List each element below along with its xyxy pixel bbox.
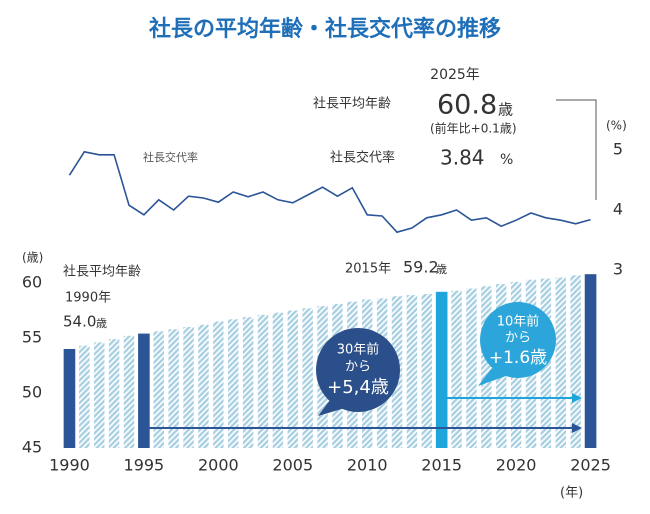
- bar: [228, 319, 239, 448]
- y-tick-label: 50: [22, 383, 42, 402]
- y-unit: (歳): [22, 251, 43, 265]
- first-age-unit: 歳: [96, 317, 107, 330]
- bar: [153, 331, 164, 448]
- callout-text: +5,4歳: [327, 377, 389, 398]
- highlight-bar: [63, 349, 76, 448]
- highlight-bar: [435, 291, 448, 448]
- rate-series-label: 社長交代率: [143, 150, 198, 164]
- callout-10y: [480, 302, 556, 378]
- arrow-head: [572, 393, 582, 403]
- callout-text: +1.6歳: [489, 348, 547, 368]
- callout-30y: [316, 328, 400, 412]
- x-tick-label: 1995: [124, 456, 165, 475]
- callout-text: から: [345, 360, 371, 375]
- bar: [198, 324, 209, 448]
- arrow-head: [572, 423, 582, 433]
- y2-tick-label: 3: [613, 260, 623, 279]
- bar: [94, 342, 105, 448]
- bar: [168, 329, 179, 448]
- rate-line: [68, 150, 591, 234]
- bar: [287, 310, 298, 448]
- x-tick-label: 2010: [347, 456, 388, 475]
- chart-title: 社長の平均年齢・社長交代率の推移: [149, 16, 501, 42]
- bar: [302, 308, 313, 448]
- x-tick-label: 2000: [198, 456, 239, 475]
- latest-rate-unit: %: [500, 152, 513, 168]
- first-age: 54.0: [63, 313, 96, 331]
- highlight-bar: [584, 274, 597, 448]
- bar: [451, 290, 462, 448]
- latest-year: 2025年: [430, 67, 480, 83]
- bar: [123, 335, 135, 448]
- latest-age-unit: 歳: [498, 101, 513, 119]
- x-tick-label: 2025: [570, 456, 611, 475]
- bar: [481, 286, 492, 448]
- age-series-label: 社長平均年齢: [63, 264, 141, 280]
- y-tick-label: 60: [22, 273, 42, 292]
- latest-rate: 3.84: [440, 146, 485, 170]
- latest-age: 60.8: [437, 90, 497, 121]
- mid-age: 59.2: [403, 258, 439, 277]
- x-tick-label: 1990: [49, 456, 90, 475]
- bar: [421, 294, 432, 448]
- y2-tick-label: 4: [613, 200, 623, 219]
- bar: [257, 314, 269, 448]
- bar: [466, 288, 477, 448]
- latest-age-change: (前年比+0.1歳): [430, 121, 517, 136]
- bar: [406, 295, 418, 448]
- bar: [79, 345, 90, 448]
- x-tick-label: 2020: [496, 456, 537, 475]
- x-tick-label: 2005: [272, 456, 313, 475]
- y2-unit: (%): [606, 119, 627, 133]
- first-year: 1990年: [65, 291, 111, 306]
- bar: [570, 275, 581, 448]
- callout-text: から: [505, 331, 531, 346]
- y-tick-label: 55: [22, 328, 42, 347]
- callout-text: 10年前: [497, 314, 540, 330]
- bar: [272, 312, 284, 448]
- y2-tick-label: 5: [613, 140, 623, 159]
- mid-year: 2015年: [345, 262, 391, 277]
- bar: [213, 321, 224, 448]
- callout-tail: [318, 400, 345, 416]
- callout-text: 30年前: [337, 342, 380, 358]
- bar: [555, 277, 566, 448]
- header-rate-label: 社長交代率: [330, 150, 395, 166]
- bar: [183, 327, 194, 448]
- header-age-label: 社長平均年齢: [313, 96, 391, 112]
- y-tick-label: 45: [22, 438, 42, 457]
- highlight-bar: [138, 333, 150, 448]
- bracket: [556, 99, 597, 200]
- x-tick-label: 2015: [421, 456, 462, 475]
- bar: [108, 339, 120, 448]
- x-unit: (年): [560, 486, 583, 501]
- bar: [242, 317, 254, 448]
- mid-age-unit: 歳: [436, 263, 447, 276]
